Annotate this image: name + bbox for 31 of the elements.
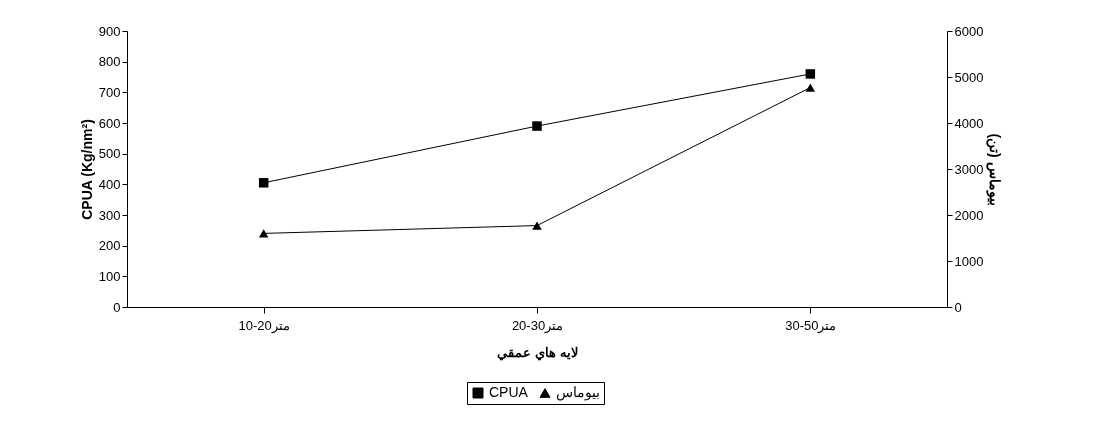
y-tick-label: 900 [98,23,121,39]
y2-tick-label: 4000 [954,115,984,131]
y-tick-label: 0 [113,299,121,315]
y-tick-label: 200 [98,238,121,254]
x-axis-title: لايه هاي عمقي [497,344,578,361]
y-tick-label: 800 [98,54,121,70]
y-tick-label: 600 [98,115,121,131]
point [258,229,269,238]
y2-tick-label: 3000 [954,161,984,177]
x-tick-label: 30-50متر [785,317,837,334]
y2-axis-title: بيوماس (تن) [986,133,1004,206]
y2-tick-label: 5000 [954,69,984,85]
x-tick-label: 20-30متر [511,317,564,334]
point [532,221,542,230]
y2-tick-label: 1000 [954,253,984,269]
x-tick-label: 10-20متر [238,317,290,334]
y-axis-title: CPUA (Kg/nm²) [78,119,95,220]
y-tick-label: 300 [98,207,121,223]
point [532,121,542,131]
y2-tick-label: 0 [954,299,962,315]
y2-tick-label: 2000 [954,207,984,223]
point [805,83,816,92]
y-tick-label: 700 [98,84,121,100]
legend-label: CPUA [489,384,529,400]
y-tick-label: 100 [98,268,121,284]
y2-tick-label: 6000 [954,23,984,39]
point [258,178,269,188]
point [805,69,816,79]
y-tick-label: 400 [98,176,121,192]
y-tick-label: 500 [98,146,121,162]
legend-label: بيوماس [556,384,600,401]
